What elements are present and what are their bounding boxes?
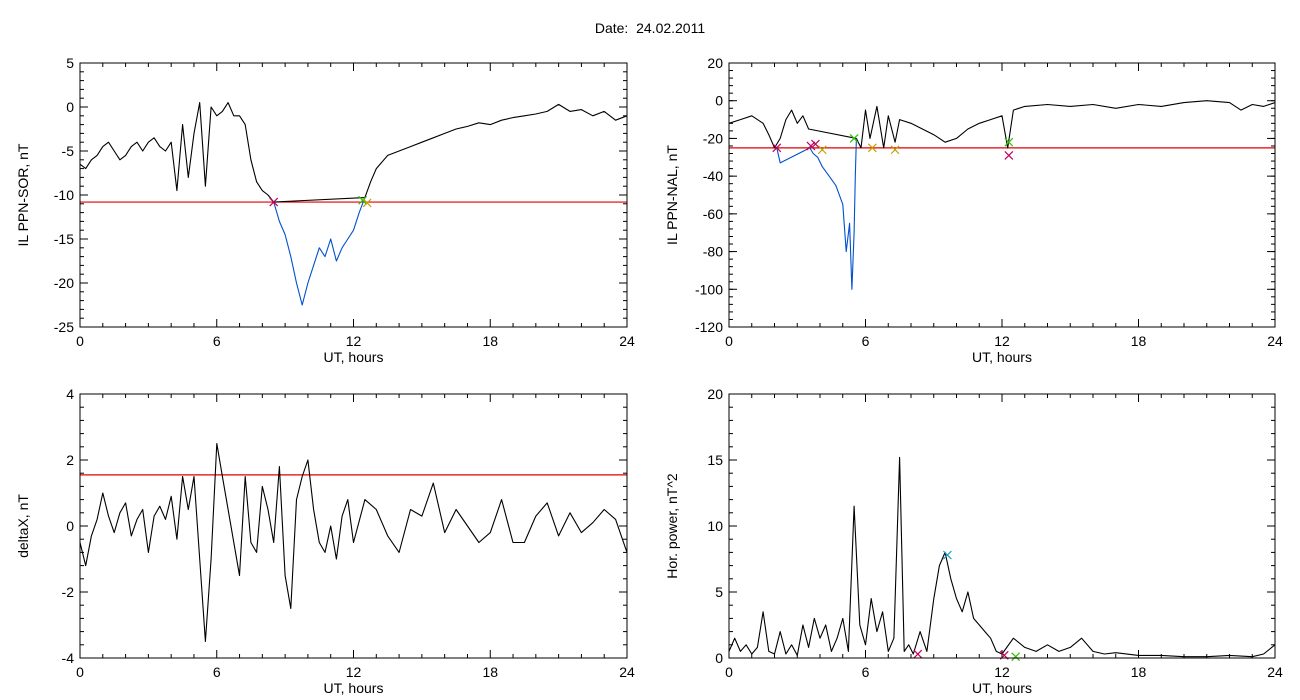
y-tick-label: 5 — [715, 584, 723, 600]
x-tick-label: 6 — [862, 664, 870, 680]
event-marker-stroke — [817, 145, 827, 155]
event-marker — [772, 143, 782, 153]
panel-2: 0 6 12 18 24 -120 -100 -80 -60 -40 -20 0 20 UT, hours… — [664, 55, 1283, 365]
series-line-2 — [273, 197, 366, 306]
y-tick-label: -4 — [62, 650, 75, 666]
y-tick-label: -5 — [62, 143, 75, 159]
event-marker — [1004, 150, 1014, 160]
x-tick-label: 6 — [862, 333, 870, 349]
y-tick-label: 10 — [707, 518, 723, 534]
x-tick-label: 24 — [619, 333, 635, 349]
x-tick-label: 6 — [213, 664, 221, 680]
event-marker-stroke — [1004, 150, 1014, 160]
event-marker-stroke — [1004, 137, 1014, 147]
event-marker — [913, 649, 923, 659]
event-marker-stroke — [362, 198, 372, 208]
x-tick-label: 12 — [346, 333, 362, 349]
y-axis-label: Hor. power, nT^2 — [664, 473, 680, 579]
event-marker — [1004, 137, 1014, 147]
plot-frame — [79, 62, 628, 328]
y-axis-label: IL PPN-SOR, nT — [15, 143, 31, 246]
x-tick-label: 18 — [482, 664, 498, 680]
event-marker — [806, 141, 816, 151]
y-tick-label: -40 — [703, 168, 723, 184]
x-tick-label: 0 — [76, 664, 84, 680]
y-tick-label: 0 — [715, 93, 723, 109]
plot-frame — [79, 393, 628, 659]
y-tick-label: -2 — [62, 584, 75, 600]
event-marker-stroke — [867, 143, 877, 153]
series-line-1 — [79, 442, 628, 643]
y-tick-label: 5 — [66, 55, 74, 71]
y-tick-label: -80 — [703, 244, 723, 260]
series-line-1 — [728, 456, 1276, 658]
x-tick-label: 0 — [725, 333, 733, 349]
y-tick-label: -10 — [54, 187, 74, 203]
y-tick-label: 0 — [66, 518, 74, 534]
x-tick-label: 6 — [213, 333, 221, 349]
y-axis-label: IL PPN-NAL, nT — [664, 145, 680, 245]
x-tick-label: 18 — [1131, 333, 1147, 349]
event-marker — [362, 198, 372, 208]
x-tick-label: 18 — [482, 333, 498, 349]
y-tick-label: -25 — [54, 319, 74, 335]
event-marker — [817, 145, 827, 155]
x-axis-label: UT, hours — [324, 349, 384, 365]
event-marker — [358, 195, 368, 205]
x-tick-label: 12 — [994, 333, 1010, 349]
event-marker-stroke — [913, 649, 923, 659]
event-marker — [849, 134, 859, 143]
event-marker — [867, 143, 877, 153]
panel-4: 0 6 12 18 24 0 5 10 15 20 UT, hours Hor. power, nT^… — [664, 386, 1283, 696]
x-tick-label: 0 — [76, 333, 84, 349]
event-marker — [811, 139, 820, 149]
y-tick-label: -15 — [54, 231, 74, 247]
x-tick-label: 0 — [725, 664, 733, 680]
event-marker-stroke — [806, 141, 816, 151]
series-line-2 — [776, 138, 857, 290]
x-axis-label: UT, hours — [972, 349, 1032, 365]
event-marker — [269, 197, 279, 207]
y-tick-label: -120 — [695, 319, 723, 335]
event-marker-stroke — [1011, 652, 1021, 662]
y-tick-label: 2 — [66, 452, 74, 468]
x-tick-label: 12 — [346, 664, 362, 680]
series-line-1 — [728, 100, 1276, 149]
y-tick-label: -100 — [695, 281, 723, 297]
page-title: Date: 24.02.2011 — [594, 20, 706, 36]
panel-1: 0 6 12 18 24 -25 -20 -15 -10 -5 0 5 UT, hours IL PPN-… — [15, 55, 635, 365]
event-marker — [1011, 652, 1021, 662]
y-tick-label: 4 — [66, 386, 74, 402]
event-marker-stroke — [811, 139, 820, 149]
x-axis-label: UT, hours — [972, 680, 1032, 696]
x-tick-label: 12 — [994, 664, 1010, 680]
series-line-1 — [79, 102, 628, 203]
y-tick-label: 15 — [707, 452, 723, 468]
y-axis-label: deltaX, nT — [15, 494, 31, 558]
plot-frame — [728, 62, 1276, 328]
event-marker-stroke — [358, 195, 368, 205]
x-tick-label: 24 — [1267, 664, 1283, 680]
y-tick-label: 0 — [66, 99, 74, 115]
event-marker-stroke — [269, 197, 279, 207]
x-tick-label: 24 — [1267, 333, 1283, 349]
event-marker-stroke — [772, 143, 782, 153]
y-tick-label: 20 — [707, 386, 723, 402]
x-axis-label: UT, hours — [324, 680, 384, 696]
plot-frame — [728, 393, 1276, 659]
event-marker — [890, 145, 900, 155]
y-tick-label: 0 — [715, 650, 723, 666]
y-tick-label: 20 — [707, 55, 723, 71]
event-marker-stroke — [890, 145, 900, 155]
y-tick-label: -60 — [703, 206, 723, 222]
event-marker — [942, 550, 952, 560]
event-marker-stroke — [849, 134, 859, 143]
x-tick-label: 24 — [619, 664, 635, 680]
y-tick-label: -20 — [54, 275, 74, 291]
y-tick-label: -20 — [703, 130, 723, 146]
event-marker-stroke — [942, 550, 952, 560]
x-tick-label: 18 — [1131, 664, 1147, 680]
